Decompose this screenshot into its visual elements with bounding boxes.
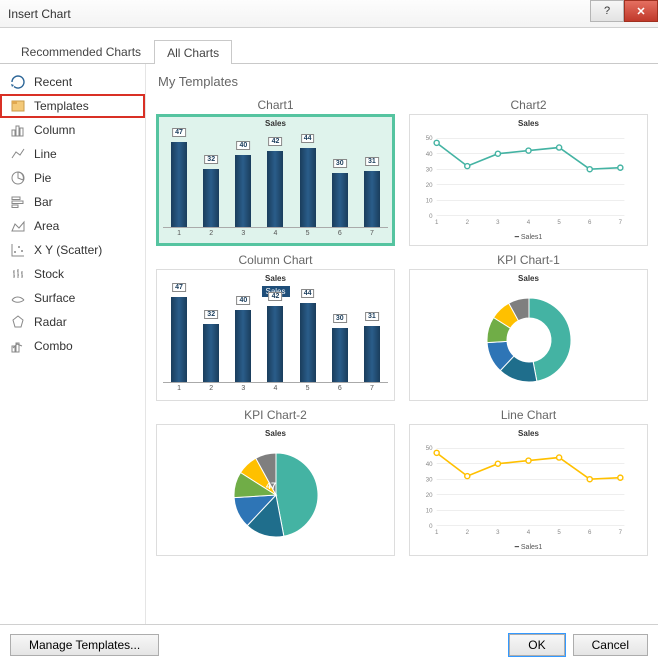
- svg-text:2: 2: [466, 219, 470, 226]
- sidebar-item-label: Pie: [34, 171, 51, 185]
- sidebar-item-xy[interactable]: X Y (Scatter): [0, 238, 145, 262]
- svg-text:47: 47: [519, 326, 529, 336]
- svg-text:47: 47: [266, 481, 276, 491]
- svg-text:7: 7: [619, 219, 623, 226]
- svg-text:5: 5: [557, 219, 561, 226]
- dialog-footer: Manage Templates... OK Cancel: [0, 624, 658, 664]
- svg-text:0: 0: [429, 213, 433, 220]
- title-bar: Insert Chart ? ✕: [0, 0, 658, 28]
- svg-text:30: 30: [426, 476, 433, 483]
- sidebar-item-label: Surface: [34, 291, 75, 305]
- sidebar-item-stock[interactable]: Stock: [0, 262, 145, 286]
- svg-text:2: 2: [466, 529, 470, 536]
- svg-text:6: 6: [588, 529, 592, 536]
- sidebar-item-combo[interactable]: Combo: [0, 334, 145, 358]
- svg-text:3: 3: [496, 219, 500, 226]
- svg-text:5: 5: [557, 529, 561, 536]
- sidebar-item-label: Combo: [34, 339, 73, 353]
- surface-icon: [10, 290, 26, 306]
- sidebar-item-label: Templates: [34, 99, 89, 113]
- tab-recommended[interactable]: Recommended Charts: [8, 39, 154, 63]
- sidebar-item-pie[interactable]: Pie: [0, 166, 145, 190]
- templates-icon: [10, 98, 26, 114]
- svg-text:20: 20: [426, 182, 433, 189]
- svg-text:40: 40: [426, 151, 433, 158]
- svg-text:6: 6: [588, 219, 592, 226]
- ok-button[interactable]: OK: [509, 634, 564, 656]
- xy-icon: [10, 242, 26, 258]
- templates-pane: My Templates Chart1Sales4732404244303112…: [146, 64, 658, 624]
- sidebar-item-column[interactable]: Column: [0, 118, 145, 142]
- svg-text:7: 7: [619, 529, 623, 536]
- line-icon: [10, 146, 26, 162]
- sidebar-item-label: Bar: [34, 195, 53, 209]
- thumb-title: Chart2: [409, 95, 648, 114]
- combo-icon: [10, 338, 26, 354]
- manage-templates-button[interactable]: Manage Templates...: [10, 634, 159, 656]
- sidebar-item-label: Line: [34, 147, 57, 161]
- sidebar-item-label: Recent: [34, 75, 72, 89]
- column-icon: [10, 122, 26, 138]
- window-title: Insert Chart: [8, 7, 71, 21]
- pie-icon: [10, 170, 26, 186]
- svg-text:1: 1: [435, 529, 439, 536]
- sidebar-item-label: Column: [34, 123, 75, 137]
- chart-type-sidebar: Recent Templates Column Line Pie Bar Area X Y (…: [0, 64, 146, 624]
- sidebar-item-line[interactable]: Line: [0, 142, 145, 166]
- sidebar-item-radar[interactable]: Radar: [0, 310, 145, 334]
- template-thumb-chart2[interactable]: Chart2Sales010203040501234567━ Sales1: [409, 95, 648, 246]
- template-thumb-kpi2[interactable]: KPI Chart-2Sales47: [156, 405, 395, 556]
- tab-strip: Recommended Charts All Charts: [0, 34, 658, 64]
- template-thumb-chart1[interactable]: Chart1Sales473240424430311234567: [156, 95, 395, 246]
- sidebar-item-label: Radar: [34, 315, 67, 329]
- svg-text:1: 1: [435, 219, 439, 226]
- svg-text:10: 10: [426, 197, 433, 204]
- tab-all-charts[interactable]: All Charts: [154, 40, 232, 64]
- sidebar-item-recent[interactable]: Recent: [0, 70, 145, 94]
- sidebar-item-label: Stock: [34, 267, 64, 281]
- svg-text:50: 50: [426, 135, 433, 142]
- sidebar-item-label: Area: [34, 219, 59, 233]
- thumb-title: Line Chart: [409, 405, 648, 424]
- stock-icon: [10, 266, 26, 282]
- sidebar-item-area[interactable]: Area: [0, 214, 145, 238]
- svg-text:40: 40: [426, 461, 433, 468]
- cancel-button[interactable]: Cancel: [573, 634, 648, 656]
- sidebar-item-surface[interactable]: Surface: [0, 286, 145, 310]
- svg-text:10: 10: [426, 507, 433, 514]
- svg-text:50: 50: [426, 445, 433, 452]
- sidebar-item-label: X Y (Scatter): [34, 243, 102, 257]
- template-thumb-line_chart[interactable]: Line ChartSales010203040501234567━ Sales…: [409, 405, 648, 556]
- svg-text:20: 20: [426, 492, 433, 499]
- svg-text:4: 4: [527, 219, 531, 226]
- radar-icon: [10, 314, 26, 330]
- svg-text:4: 4: [527, 529, 531, 536]
- svg-text:0: 0: [429, 523, 433, 530]
- section-title: My Templates: [158, 74, 648, 89]
- thumb-title: Chart1: [156, 95, 395, 114]
- thumb-title: KPI Chart-2: [156, 405, 395, 424]
- thumb-title: Column Chart: [156, 250, 395, 269]
- thumb-title: KPI Chart-1: [409, 250, 648, 269]
- template-thumb-kpi1[interactable]: KPI Chart-1Sales47: [409, 250, 648, 401]
- sidebar-item-bar[interactable]: Bar: [0, 190, 145, 214]
- svg-text:30: 30: [426, 166, 433, 173]
- area-icon: [10, 218, 26, 234]
- sidebar-item-templates[interactable]: Templates: [0, 94, 145, 118]
- help-button[interactable]: ?: [590, 0, 624, 22]
- svg-text:3: 3: [496, 529, 500, 536]
- bar-icon: [10, 194, 26, 210]
- close-button[interactable]: ✕: [624, 0, 658, 22]
- recent-icon: [10, 74, 26, 90]
- template-thumb-column_chart[interactable]: Column ChartSalesSales473240424430311234…: [156, 250, 395, 401]
